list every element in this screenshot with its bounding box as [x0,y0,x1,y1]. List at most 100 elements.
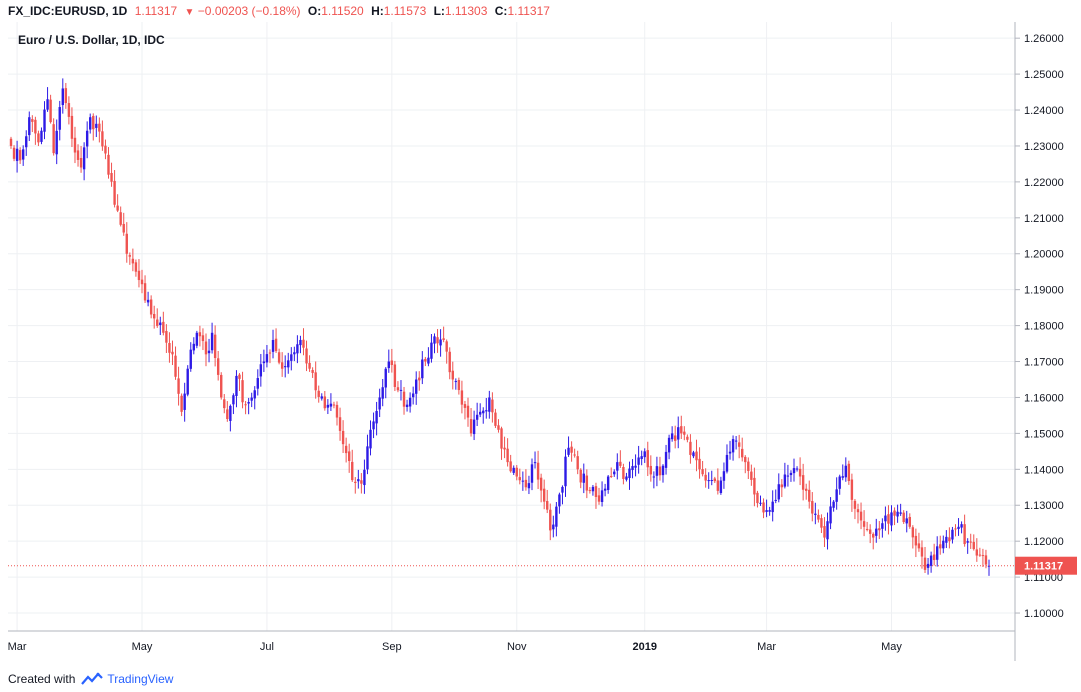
candle-body [302,339,305,348]
candle-body [119,212,122,225]
candle-body [610,475,613,477]
candle-body [756,492,759,504]
candle-body [134,262,138,272]
candle-body [673,435,677,441]
y-tick-label: 1.16000 [1024,392,1064,404]
candle-body [55,130,58,155]
candle-body [533,462,537,464]
candle-body [427,357,430,364]
candle-body [588,489,592,491]
candle-body [762,502,765,513]
candle-body [823,526,826,538]
candle-body [942,540,945,549]
candle-body [960,524,963,528]
candle-body [957,526,960,530]
candle-body [872,533,875,538]
candle-body [896,511,899,517]
candle-body [667,437,671,453]
candle-body [503,447,506,450]
candle-body [259,364,263,377]
y-tick-label: 1.13000 [1024,500,1064,512]
candle-body [70,115,74,139]
candle-body [506,448,509,463]
x-tick-label: Mar [8,641,27,653]
high-label: H: [371,4,384,18]
candle-body [317,390,320,397]
candle-body [643,451,646,458]
candle-body [183,393,186,410]
candle-body [213,334,217,359]
candle-body [710,480,713,482]
candle-body [448,351,451,373]
candle-body [646,450,649,468]
candle-body [351,461,354,481]
candle-body [271,339,275,352]
last-price-tag-label: 1.11317 [1024,561,1063,573]
candle-body [64,88,68,104]
candle-body [125,233,128,254]
candle-body [890,512,893,526]
candle-body [771,501,774,513]
y-tick-label: 1.21000 [1024,213,1064,225]
created-with-text: Created with [8,672,76,686]
close-label: C: [494,4,508,18]
symbol-header: FX_IDC:EURUSD, 1D 1.11317 ▼ −0.00203 (−0… [0,0,1081,22]
candle-body [509,461,512,472]
candle-body [564,456,567,487]
candle-body [640,456,643,459]
candle-body [37,133,40,143]
candle-body [46,99,49,110]
candle-body [817,514,820,520]
tradingview-brand[interactable]: TradingView [107,672,174,686]
candle-body [798,468,802,477]
x-tick-label: Nov [507,641,527,653]
candle-body [305,348,308,364]
candle-body [268,352,272,354]
tradingview-logo-icon [81,672,104,685]
candle-body [311,369,314,373]
candle-body [744,456,747,463]
price-chart[interactable]: 1.26000 1.25000 1.24000 1.23000 1.22000 1.210… [0,22,1081,662]
candle-body [128,255,132,257]
candle-body [731,439,735,453]
candle-body [421,359,424,379]
candle-body [204,341,208,355]
candle-body [680,426,683,434]
candle-body [549,509,552,531]
candle-body [491,399,494,413]
chart-area[interactable]: 1.26000 1.25000 1.24000 1.23000 1.22000 1.210… [0,22,1081,662]
candle-body [951,529,954,540]
candle-body [381,387,384,399]
candle-body [43,109,46,132]
candle-body [698,458,701,470]
candle-body [76,150,80,160]
candle-body [253,390,256,399]
candle-body [978,554,982,556]
candle-body [113,180,116,205]
candle-body [472,419,476,435]
candle-body [463,404,467,408]
candle-body [920,547,924,557]
candle-body [326,404,330,408]
candle-body [689,441,692,455]
x-tick-label: May [881,641,902,653]
y-tick-label: 1.12000 [1024,536,1064,548]
candle-body [396,387,400,391]
symbol-name[interactable]: FX_IDC:EURUSD, 1D [8,4,128,18]
candle-body [765,510,768,512]
candle-body [725,454,729,472]
candle-body [926,563,930,568]
candle-body [518,477,522,481]
candle-body [198,332,202,337]
candle-body [981,555,985,557]
y-tick-label: 1.23000 [1024,141,1064,153]
candle-body [707,480,710,482]
candle-body [494,412,497,426]
y-tick-label: 1.24000 [1024,105,1064,117]
candle-body [841,476,844,478]
candle-body [686,436,689,440]
candle-body [177,378,180,394]
candle-body [853,500,857,509]
candle-body [628,468,631,478]
candle-body [357,479,360,482]
